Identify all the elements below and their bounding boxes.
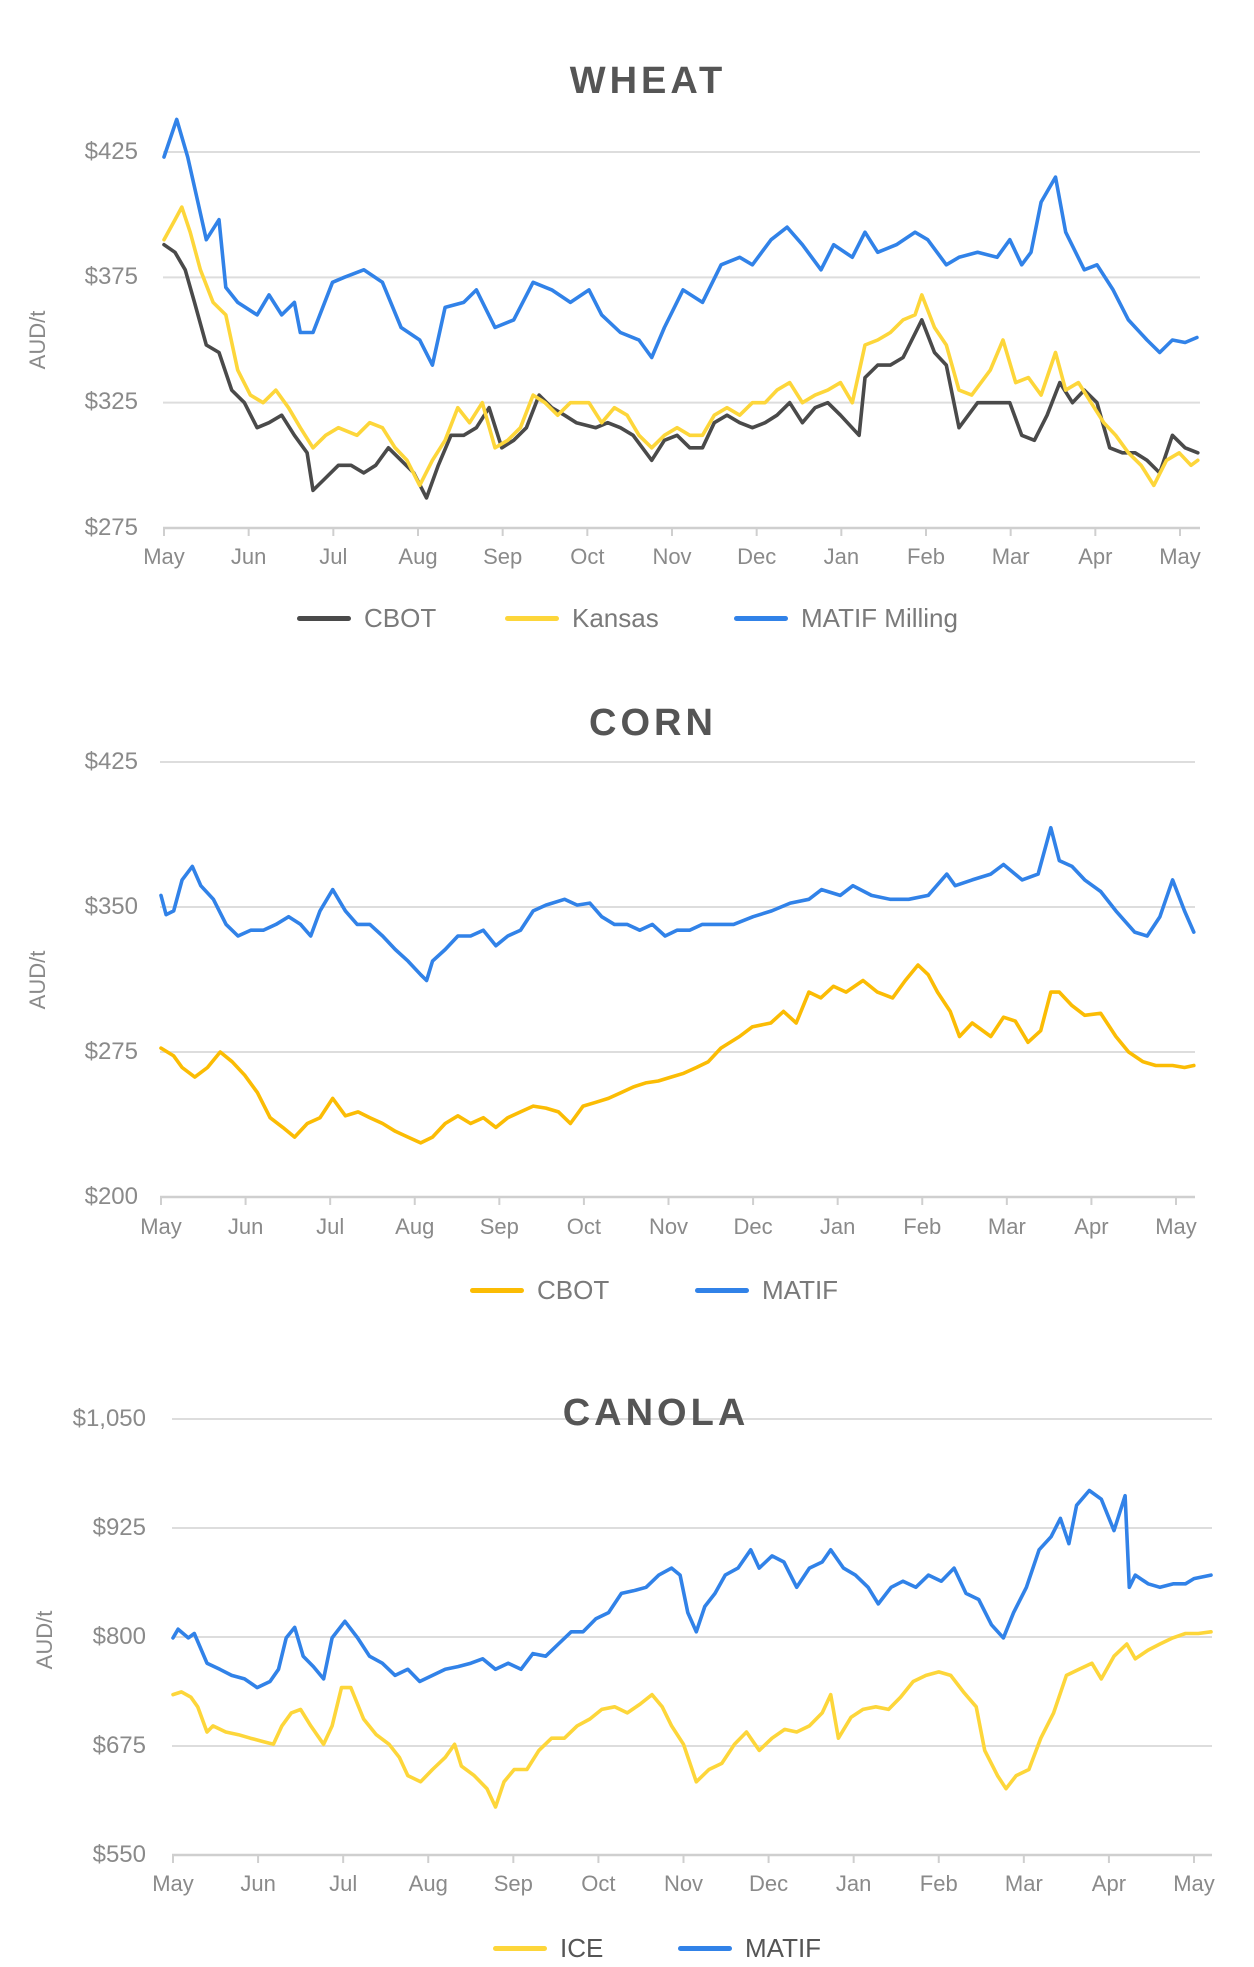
x-tick-label: May bbox=[152, 1871, 194, 1896]
legend-label: MATIF bbox=[762, 1275, 839, 1305]
x-tick-label: Sep bbox=[483, 544, 523, 569]
corn-y-tick: $425 bbox=[84, 748, 138, 775]
x-tick-label: Jun bbox=[227, 1214, 264, 1239]
canola-legend-ice[interactable]: ICE bbox=[493, 1935, 603, 1961]
legend-line-icon bbox=[734, 615, 788, 621]
x-tick-label: Nov bbox=[648, 1214, 689, 1239]
corn-legend-matif[interactable]: MATIF bbox=[695, 1277, 838, 1303]
legend-label: MATIF Milling bbox=[801, 603, 958, 633]
x-tick-label: Apr bbox=[1074, 1214, 1109, 1239]
legend-line-icon bbox=[505, 615, 559, 621]
series-line-ice[interactable] bbox=[171, 1630, 1213, 1809]
x-tick-label: Jan bbox=[835, 1871, 872, 1896]
legend-line-icon bbox=[678, 1945, 732, 1951]
x-tick-label: Jul bbox=[316, 1214, 345, 1239]
wheat-legend-matif-milling[interactable]: MATIF Milling bbox=[734, 605, 958, 631]
wheat-legend-kansas[interactable]: Kansas bbox=[505, 605, 659, 631]
x-tick-label: Sep bbox=[493, 1871, 533, 1896]
series-line-matif[interactable] bbox=[159, 825, 1196, 983]
x-tick-label: Jan bbox=[819, 1214, 856, 1239]
canola-y-tick: $1,050 bbox=[72, 1405, 146, 1432]
x-tick-label: Jun bbox=[230, 544, 267, 569]
x-tick-label: Aug bbox=[408, 1871, 448, 1896]
x-tick-label: Dec bbox=[733, 1214, 773, 1239]
legend-line-icon bbox=[493, 1945, 547, 1951]
legend-line-icon bbox=[470, 1287, 524, 1293]
x-tick-label: Feb bbox=[919, 1871, 958, 1896]
canola-y-tick: $800 bbox=[92, 1623, 146, 1650]
corn-y-tick: $200 bbox=[84, 1183, 138, 1210]
x-tick-label: Oct bbox=[570, 544, 605, 569]
x-tick-label: Mar bbox=[987, 1214, 1026, 1239]
x-tick-label: Apr bbox=[1091, 1871, 1127, 1896]
x-tick-label: Mar bbox=[991, 544, 1030, 569]
corn-legend-cbot[interactable]: CBOT bbox=[470, 1277, 609, 1303]
series-line-cbot[interactable] bbox=[162, 242, 1200, 500]
canola-y-tick: $675 bbox=[92, 1732, 146, 1759]
x-tick-label: Jan bbox=[823, 544, 860, 569]
x-tick-label: May bbox=[1155, 1214, 1197, 1239]
x-tick-label: May bbox=[140, 1214, 182, 1239]
corn-y-tick: $275 bbox=[84, 1038, 138, 1065]
corn-y-tick: $350 bbox=[84, 893, 138, 920]
legend-label: MATIF bbox=[745, 1933, 822, 1963]
legend-label: CBOT bbox=[537, 1275, 610, 1305]
x-tick-label: Aug bbox=[398, 544, 438, 569]
x-tick-label: May bbox=[1173, 1871, 1215, 1896]
series-line-matif[interactable] bbox=[171, 1488, 1213, 1690]
x-tick-label: Oct bbox=[581, 1871, 616, 1896]
canola-chart-title: CANOLA bbox=[562, 1392, 750, 1434]
legend-line-icon bbox=[695, 1287, 749, 1293]
corn-chart-title: CORN bbox=[589, 702, 717, 744]
x-tick-label: Jul bbox=[319, 544, 348, 569]
x-tick-label: Dec bbox=[737, 544, 777, 569]
x-tick-label: Jun bbox=[240, 1871, 276, 1896]
legend-label: Kansas bbox=[572, 603, 659, 633]
wheat-legend-cbot[interactable]: CBOT bbox=[297, 605, 436, 631]
x-tick-label: Apr bbox=[1078, 544, 1113, 569]
series-line-kansas[interactable] bbox=[162, 205, 1200, 488]
x-tick-label: Nov bbox=[663, 1871, 704, 1896]
legend-label: ICE bbox=[560, 1933, 604, 1963]
series-line-matif-milling[interactable] bbox=[162, 117, 1199, 367]
x-tick-label: Nov bbox=[652, 544, 692, 569]
legend-label: CBOT bbox=[364, 603, 437, 633]
x-tick-label: May bbox=[143, 544, 185, 569]
x-tick-label: Aug bbox=[395, 1214, 435, 1239]
wheat-y-tick: $425 bbox=[84, 138, 138, 165]
x-tick-label: Sep bbox=[479, 1214, 519, 1239]
canola-legend-matif[interactable]: MATIF bbox=[678, 1935, 821, 1961]
canola-y-tick: $550 bbox=[92, 1841, 146, 1868]
wheat-y-tick: $325 bbox=[84, 388, 138, 415]
x-tick-label: Oct bbox=[566, 1214, 602, 1239]
wheat-chart-title: WHEAT bbox=[569, 60, 727, 102]
x-tick-label: Feb bbox=[907, 544, 945, 569]
x-tick-label: Mar bbox=[1004, 1871, 1043, 1896]
x-tick-label: Dec bbox=[749, 1871, 789, 1896]
x-tick-label: May bbox=[1159, 544, 1201, 569]
wheat-y-tick: $275 bbox=[84, 514, 138, 541]
series-line-cbot[interactable] bbox=[159, 963, 1196, 1145]
x-tick-label: Feb bbox=[903, 1214, 942, 1239]
x-tick-label: Jul bbox=[329, 1871, 358, 1896]
legend-line-icon bbox=[297, 615, 351, 621]
canola-y-tick: $925 bbox=[92, 1514, 146, 1541]
wheat-y-tick: $375 bbox=[84, 263, 138, 290]
